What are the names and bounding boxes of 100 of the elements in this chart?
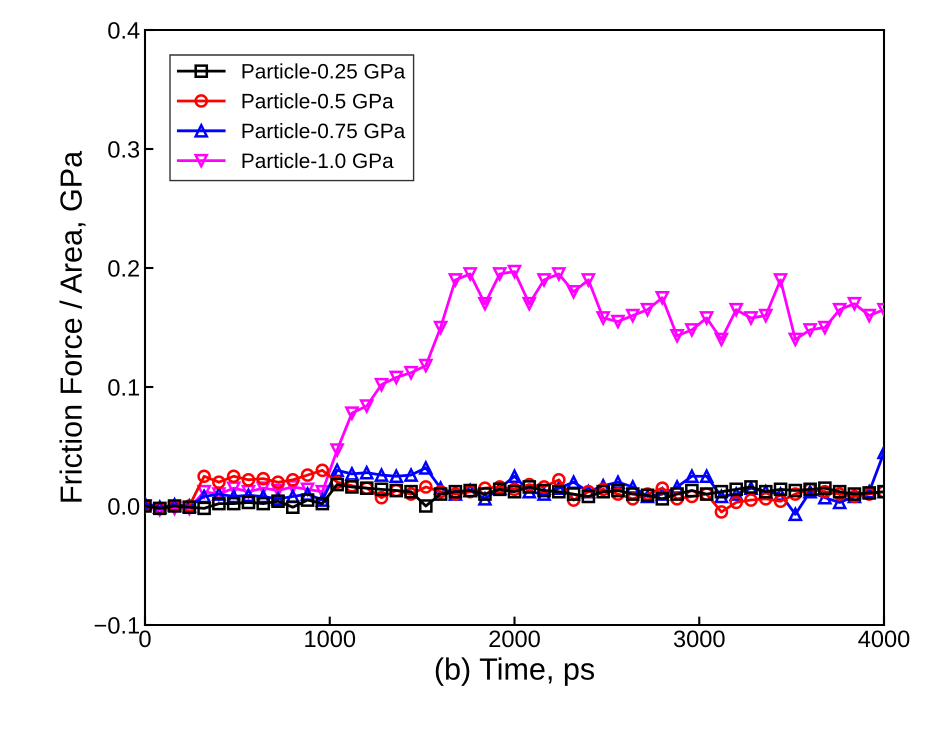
point [374, 482, 388, 496]
point [729, 302, 744, 316]
point [818, 320, 832, 334]
point [478, 296, 492, 311]
point [419, 499, 433, 513]
point [700, 311, 714, 325]
point [492, 482, 507, 496]
point [492, 267, 507, 281]
point [774, 482, 788, 496]
point [463, 267, 477, 281]
point [582, 273, 596, 287]
x-tick-label: 4000 [858, 630, 910, 648]
legend-label: Particle-0.75 GPa [242, 123, 406, 138]
point [670, 329, 684, 343]
point [374, 378, 388, 392]
point [596, 311, 610, 325]
x-tick-label: 0 [139, 630, 151, 648]
x-tick-label: 3000 [674, 630, 725, 648]
point [226, 496, 240, 510]
y-tick-label: 0.3 [108, 141, 140, 158]
point [774, 273, 788, 287]
point [404, 468, 418, 482]
point [744, 311, 758, 325]
y-tick-label: 0.4 [108, 22, 140, 39]
point [611, 484, 625, 498]
point [552, 484, 566, 499]
x-axis-title: (b) Time, ps [436, 657, 594, 686]
point [758, 308, 773, 322]
point [714, 505, 728, 519]
point [286, 500, 300, 514]
point [242, 496, 256, 510]
point [197, 469, 211, 484]
point [316, 463, 330, 478]
y-axis-title: Friction Force / Area, GPa [59, 150, 86, 502]
point [448, 273, 462, 287]
point [330, 478, 344, 492]
point [508, 484, 522, 499]
y-tick-label: 0.2 [108, 260, 139, 277]
point [670, 487, 684, 501]
y-tick-label: −0.1 [94, 617, 139, 634]
point [419, 480, 433, 494]
point [596, 484, 610, 499]
legend-label: Particle-1.0 GPa [242, 152, 394, 168]
point [286, 473, 300, 487]
point [714, 332, 728, 346]
point [582, 490, 596, 504]
point [626, 487, 640, 501]
point [271, 494, 285, 508]
point [611, 314, 625, 328]
point [700, 469, 714, 484]
point [300, 468, 314, 482]
point [862, 308, 876, 322]
point [848, 296, 862, 311]
point [419, 358, 433, 372]
point [685, 323, 699, 337]
point [242, 473, 256, 487]
point [256, 472, 270, 486]
point [404, 366, 418, 380]
point [478, 487, 492, 501]
point [566, 487, 580, 501]
point [685, 484, 699, 498]
point [389, 370, 404, 384]
point [818, 481, 832, 495]
point [788, 508, 802, 522]
x-tick-label: 1000 [305, 630, 356, 648]
point [788, 484, 802, 498]
point [316, 496, 330, 510]
point [508, 264, 522, 278]
point [552, 267, 566, 281]
point [300, 493, 314, 507]
point [685, 469, 699, 484]
legend-label: Particle-0.25 GPa [242, 63, 406, 79]
point [389, 469, 404, 484]
point [212, 496, 226, 510]
x-tick-label: 2000 [489, 630, 540, 648]
point [848, 487, 862, 501]
point [566, 284, 580, 299]
point [714, 484, 728, 499]
y-tick-label: 0.1 [108, 379, 139, 396]
point [729, 482, 744, 496]
point [271, 475, 285, 490]
point [212, 475, 226, 490]
point [522, 296, 536, 311]
point [537, 273, 551, 287]
point [729, 496, 744, 510]
point [256, 496, 270, 510]
point [434, 320, 448, 334]
point [226, 469, 240, 484]
point [537, 484, 551, 498]
point [655, 290, 670, 305]
point [404, 484, 418, 499]
point [419, 461, 433, 475]
point [788, 332, 802, 346]
point [640, 302, 654, 316]
point [330, 443, 344, 457]
point [345, 406, 359, 420]
point [832, 484, 846, 499]
point [522, 480, 536, 494]
point [626, 308, 640, 322]
point [360, 466, 374, 480]
